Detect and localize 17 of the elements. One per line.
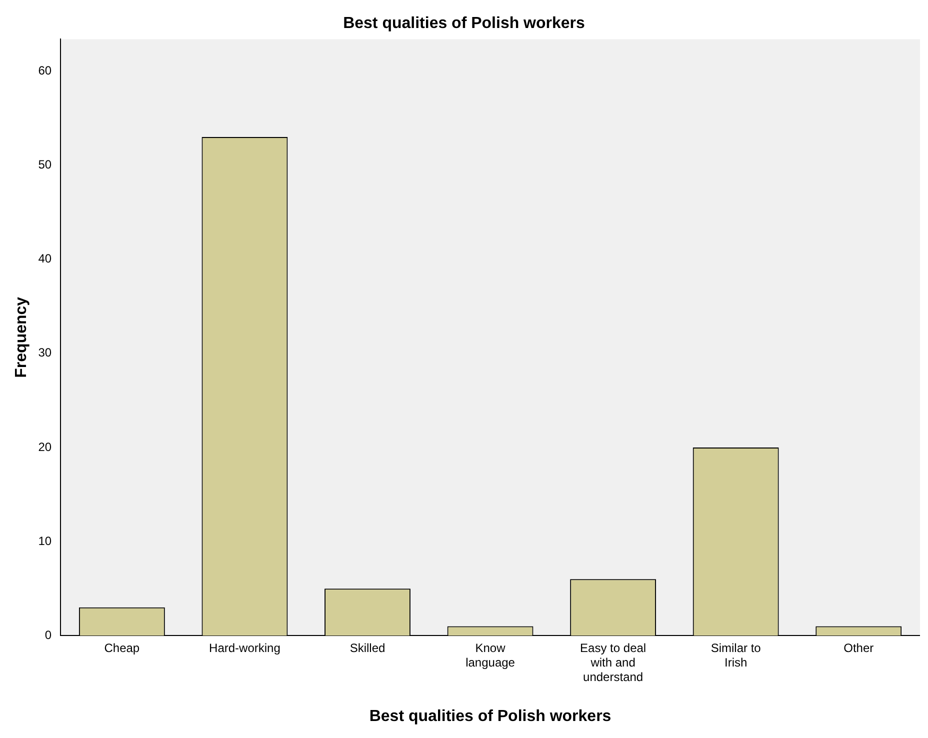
x-tick-label: Hard-working xyxy=(209,641,280,656)
x-tick-label: Easy to deal with and understand xyxy=(580,641,646,684)
x-tick-label: Other xyxy=(844,641,874,656)
y-tick-label: 30 xyxy=(38,346,52,360)
chart-title: Best qualities of Polish workers xyxy=(343,15,586,32)
x-tick-label: Cheap xyxy=(104,641,140,656)
y-tick-label: 40 xyxy=(38,252,52,266)
x-tick-label: Similar to Irish xyxy=(710,641,762,670)
y-tick-label: 10 xyxy=(38,534,52,548)
x-tick-label: Skilled xyxy=(350,641,386,656)
y-tick-label: 50 xyxy=(38,158,52,172)
x-axis-title: Best qualities of Polish workers xyxy=(369,708,612,725)
y-tick-label: 20 xyxy=(38,440,52,454)
y-axis-title: Frequency xyxy=(13,296,30,378)
y-tick-label: 0 xyxy=(44,628,52,642)
y-tick-label: 60 xyxy=(38,63,52,78)
x-tick-label: Know language xyxy=(466,641,516,670)
